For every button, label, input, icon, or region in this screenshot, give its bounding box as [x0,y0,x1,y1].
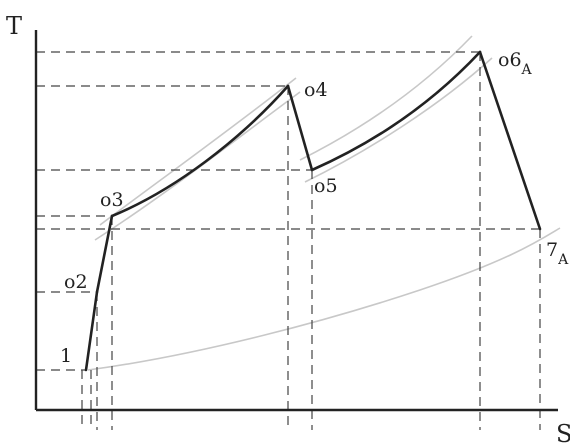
process-6-7 [478,50,542,231]
axes [34,30,558,412]
process-3-4 [110,84,290,218]
process-5-6 [310,50,482,172]
point-label-6-sub: A [521,62,533,78]
point-label-7-main: 7 [546,239,558,261]
point-label-7: 7A [546,239,569,268]
point-label-1: 1 [60,345,72,367]
x-axis-label: S [556,420,570,444]
point-label-6-main: o6 [498,49,522,71]
point-label-7-sub: A [557,252,569,268]
process-4-5 [286,84,314,172]
isobar-reheat-upper [299,35,473,161]
point-label-5: o5 [314,175,338,197]
point-label-4: o4 [304,79,328,101]
process-1-2 [84,290,99,372]
process-path [84,50,542,372]
isobar-reheat-lower [304,57,493,183]
point-label-2: o2 [64,271,88,293]
point-label-6: o6A [498,49,533,78]
y-axis-label: T [6,12,22,40]
isobar-compressor-upper [99,77,297,226]
isobar-low-pressure [87,227,561,371]
point-label-3: o3 [100,189,124,211]
guide-lines [36,51,541,430]
process-2-3 [95,214,114,294]
